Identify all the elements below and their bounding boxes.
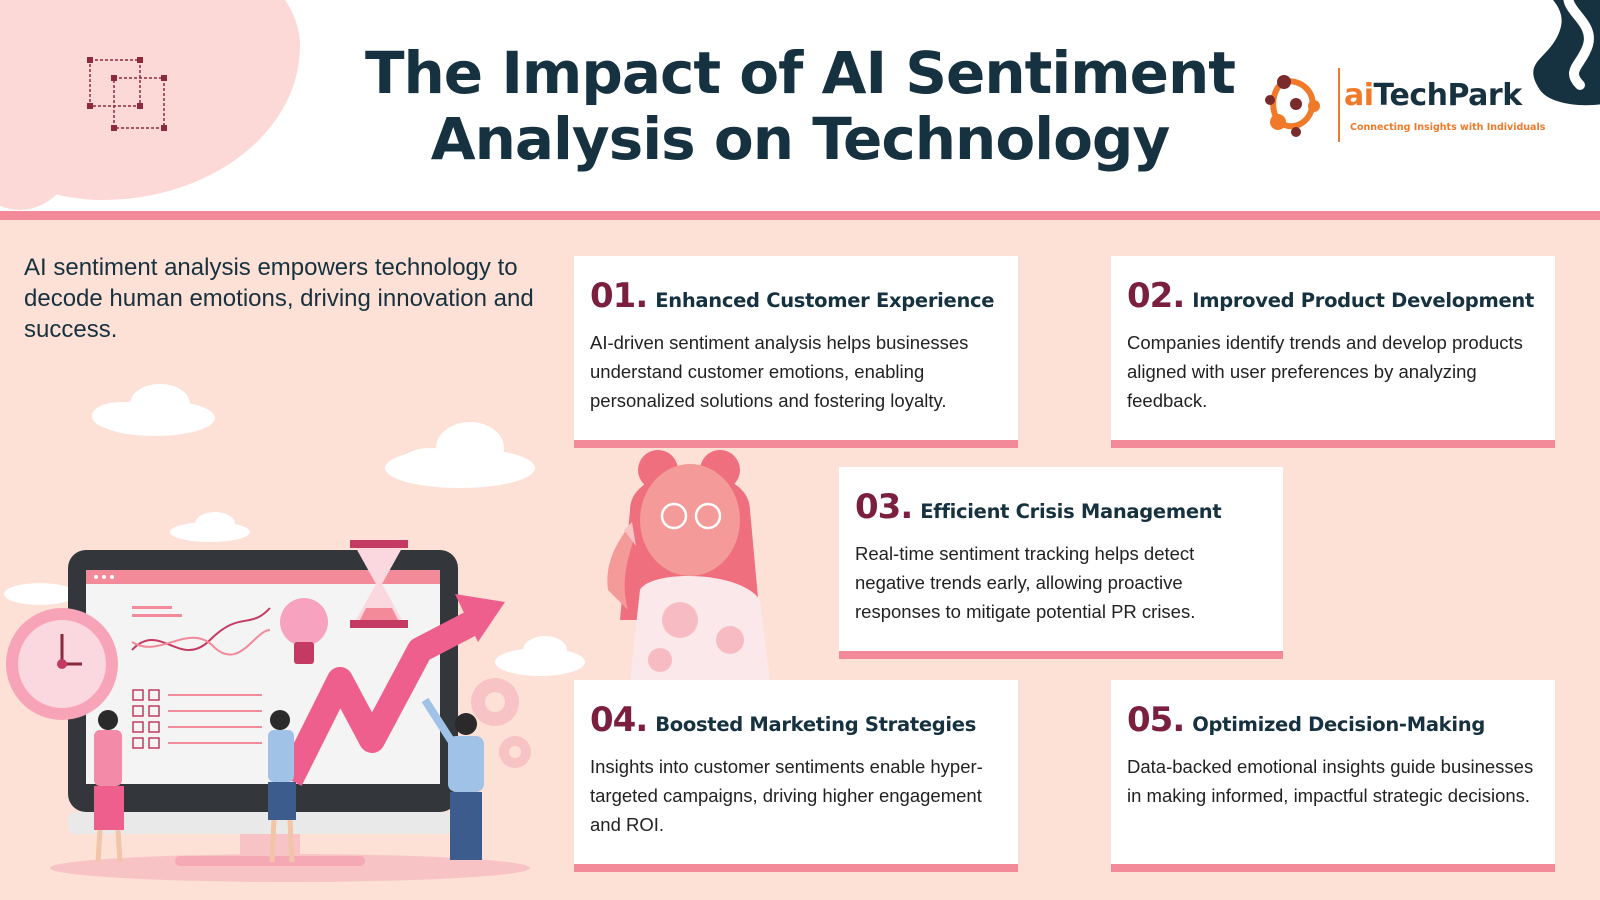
card-description: Insights into customer sentiments enable… — [590, 756, 983, 835]
gear-hole — [485, 692, 521, 758]
person-left — [94, 710, 124, 863]
card-title: Efficient Crisis Management — [920, 500, 1222, 523]
title-line-2: Analysis on Technology — [430, 105, 1171, 173]
card-title: Improved Product Development — [1192, 289, 1535, 312]
logo-tagline: Connecting Insights with Individuals — [1350, 122, 1546, 133]
logo-ai: ai — [1344, 78, 1374, 113]
logo-divider — [1338, 68, 1340, 142]
logo-techpark: TechPark — [1373, 78, 1523, 113]
page-title: The Impact of AI Sentiment Analysis on T… — [300, 40, 1300, 172]
hourglass-icon — [350, 540, 408, 628]
card-3: 03. Efficient Crisis Management Real-tim… — [839, 467, 1283, 659]
card-number: 01. — [590, 276, 648, 316]
header: The Impact of AI Sentiment Analysis on T… — [0, 0, 1600, 211]
decorative-wave — [1533, 0, 1600, 106]
floor-shadow — [50, 854, 530, 882]
analytics-illustration — [4, 384, 585, 882]
card-2: 02. Improved Product Development Compani… — [1111, 256, 1555, 448]
title-line-1: The Impact of AI Sentiment — [364, 39, 1236, 107]
card-description: AI-driven sentiment analysis helps busin… — [590, 332, 969, 411]
card-description: Companies identify trends and develop pr… — [1127, 332, 1523, 411]
brand-logo: aiTechPark Connecting Insights with Indi… — [1262, 62, 1562, 152]
card-title: Optimized Decision-Making — [1192, 713, 1485, 736]
card-1: 01. Enhanced Customer Experience AI-driv… — [574, 256, 1018, 448]
card-number: 05. — [1127, 700, 1185, 740]
lightbulb-icon — [280, 598, 328, 664]
card-5: 05. Optimized Decision-Making Data-backe… — [1111, 680, 1555, 872]
card-4: 04. Boosted Marketing Strategies Insight… — [574, 680, 1018, 872]
intro-text: AI sentiment analysis empowers technolog… — [24, 254, 534, 343]
card-description: Data-backed emotional insights guide bus… — [1127, 756, 1534, 806]
logo-wordmark: aiTechPark — [1344, 78, 1522, 113]
trend-arrow-icon — [278, 594, 505, 786]
thinking-girl-illustration — [607, 450, 770, 680]
cloud-icon — [4, 384, 585, 676]
header-divider — [0, 211, 1600, 220]
card-title: Boosted Marketing Strategies — [655, 713, 977, 736]
clock-icon — [6, 608, 118, 720]
card-number: 03. — [855, 487, 913, 527]
card-number: 04. — [590, 700, 648, 740]
molecule-logo-icon — [1265, 75, 1320, 137]
person-middle — [268, 710, 296, 863]
card-description: Real-time sentiment tracking helps detec… — [855, 543, 1196, 622]
frame-selection-icon — [87, 57, 167, 131]
card-title: Enhanced Customer Experience — [655, 289, 995, 312]
person-right — [421, 697, 484, 860]
card-number: 02. — [1127, 276, 1185, 316]
